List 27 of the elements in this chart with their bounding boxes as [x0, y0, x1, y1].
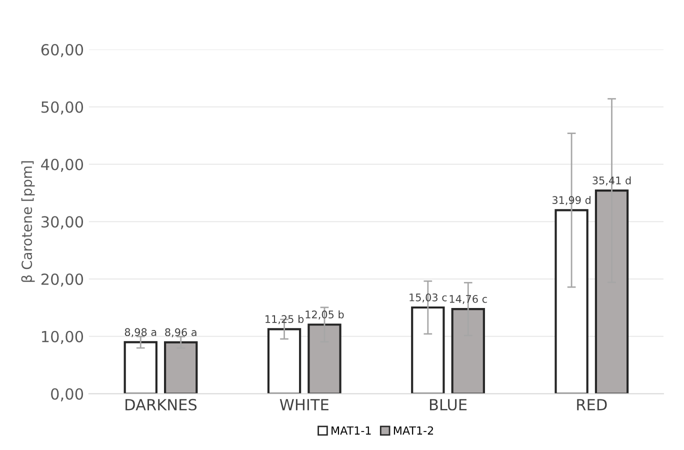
y-tick-label: 20,00 — [41, 273, 84, 287]
bar — [554, 209, 588, 394]
x-tick-label: DARKNES — [126, 398, 197, 410]
bar — [411, 306, 445, 394]
y-tick-label: 0,00 — [51, 388, 84, 402]
data-label: 12,05 b — [306, 310, 344, 320]
data-label: 31,99 d — [552, 196, 590, 206]
bar — [267, 328, 302, 394]
y-tick-label: 50,00 — [42, 101, 84, 114]
bar — [164, 341, 198, 394]
x-tick-label: RED — [577, 399, 607, 410]
y-tick-label: 40,00 — [41, 158, 84, 172]
x-tick-label: WHITE — [280, 399, 328, 410]
y-tick-label: 30,00 — [41, 216, 84, 230]
x-tick-label: BLUE — [430, 399, 467, 410]
y-axis-title: β Carotene [ppm] — [21, 161, 35, 282]
data-label: 14,76 c — [450, 295, 487, 304]
bar — [124, 341, 158, 394]
y-tick-label: 60,00 — [41, 44, 84, 58]
legend-label: MAT1-1 — [332, 426, 371, 435]
data-label: 15,03 c — [410, 293, 447, 302]
data-label: 8,98 a — [124, 328, 156, 338]
data-label: 11,25 b — [266, 314, 304, 324]
y-tick-label: 10,00 — [42, 330, 84, 344]
data-label: 8,96 a — [165, 328, 196, 338]
legend-label: MAT1-2 — [394, 426, 434, 435]
data-label: 35,41 d — [592, 176, 631, 186]
